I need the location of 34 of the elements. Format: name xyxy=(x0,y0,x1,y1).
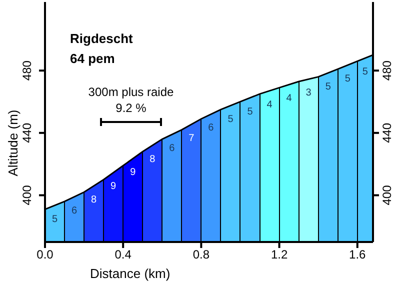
annotation: 300m plus raide xyxy=(88,85,174,99)
annotation: 3 xyxy=(306,88,312,99)
y-tick-label: 480 xyxy=(20,60,34,81)
x-tick-label: 0.4 xyxy=(114,248,132,262)
text: Rigdescht xyxy=(70,31,133,46)
x-tick-label: 1.6 xyxy=(349,248,366,262)
annotation: 5 xyxy=(325,81,332,92)
annotation: 4 xyxy=(266,99,273,110)
annotation: 8 xyxy=(150,154,156,165)
annotation: 6 xyxy=(169,142,176,154)
x-tick-label: 0.8 xyxy=(192,248,210,262)
text: 64 pem xyxy=(70,51,115,66)
x-tick-label: 1.2 xyxy=(270,248,288,262)
annotation: 6 xyxy=(208,122,214,134)
annotation: 5 xyxy=(52,214,58,225)
y2-tick-label: 400 xyxy=(380,184,394,206)
annotation: 5 xyxy=(362,66,368,78)
y2-tick-label: 480 xyxy=(380,60,394,81)
annotation: 6 xyxy=(72,205,78,216)
annotation: 5 xyxy=(344,74,351,85)
annotation: 8 xyxy=(91,194,98,206)
x-axis-title: Distance (km) xyxy=(90,266,170,281)
annotation: 5 xyxy=(247,106,254,118)
annotation: 4 xyxy=(286,93,292,104)
annotation: 9.2 % xyxy=(116,101,146,115)
y-axis-title: Altitude (m) xyxy=(6,110,20,176)
y-tick-label: 440 xyxy=(20,122,34,143)
annotation: 7 xyxy=(188,132,195,144)
y2-tick-label: 440 xyxy=(380,122,394,143)
annotation: 5 xyxy=(228,114,234,126)
y-tick-label: 400 xyxy=(20,184,34,206)
x-tick-label: 0.0 xyxy=(36,248,54,262)
annotation: 9 xyxy=(130,167,136,178)
annotation: 9 xyxy=(110,181,117,192)
